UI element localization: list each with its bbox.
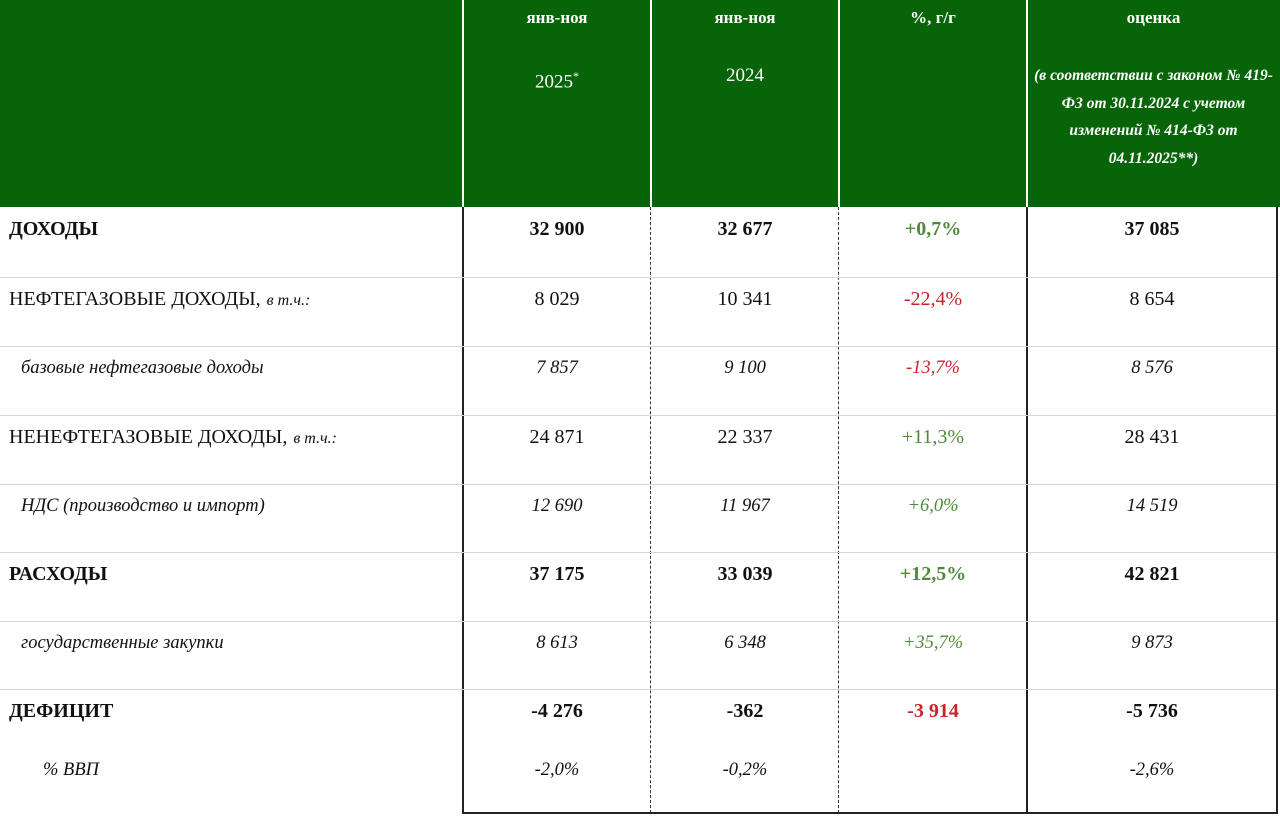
value-cell: 6 348 [724, 633, 766, 653]
change-cell: +35,7% [902, 633, 964, 653]
label-suffix: в т.ч.: [293, 430, 337, 447]
value-cell: 9 873 [1131, 633, 1173, 653]
row-divider [0, 484, 1276, 485]
footnote-mark: * [573, 69, 579, 83]
value-cell: 28 431 [1124, 426, 1180, 448]
change-cell: +11,3% [901, 426, 965, 448]
row-divider [0, 552, 1276, 553]
value-cell: 8 654 [1129, 288, 1175, 310]
label-text: базовые нефтегазовые доходы [21, 358, 264, 378]
label-text: ДЕФИЦИТ [9, 700, 114, 722]
value-cell: 14 519 [1126, 496, 1178, 516]
row-label: РАСХОДЫ [9, 561, 107, 587]
value-cell: 9 100 [724, 358, 766, 378]
column-header: янв-ноя [526, 8, 588, 27]
header-separator [650, 0, 652, 207]
column-header: %, г/г [910, 8, 956, 27]
bottom-border [462, 812, 1278, 814]
column-year: 2024 [726, 65, 764, 86]
column-border [1026, 207, 1028, 813]
value-cell: 8 613 [536, 633, 578, 653]
value-cell: 8 576 [1131, 358, 1173, 378]
change-cell: -3 914 [907, 700, 959, 722]
column-header: янв-ноя [714, 8, 776, 27]
value-cell: 10 341 [717, 288, 773, 310]
value-cell: 37 175 [529, 563, 585, 585]
label-text: НДС (производство и импорт) [21, 496, 265, 516]
row-label: государственные закупки [21, 630, 224, 656]
row-divider [0, 621, 1276, 622]
label-suffix: в т.ч.: [266, 292, 311, 309]
row-label: НЕФТЕГАЗОВЫЕ ДОХОДЫ, в т.ч.: [9, 286, 310, 314]
header-separator [838, 0, 840, 207]
column-border [1276, 207, 1278, 813]
value-cell: -2,0% [534, 760, 580, 780]
column-header: оценка [1126, 8, 1181, 27]
value-cell: 32 677 [717, 218, 773, 240]
value-cell: -362 [726, 700, 764, 722]
value-cell: 11 967 [720, 496, 770, 516]
label-text: государственные закупки [21, 633, 224, 653]
column-border [838, 207, 839, 813]
value-cell: -2,6% [1129, 760, 1175, 780]
header-band [0, 0, 1280, 207]
row-label: базовые нефтегазовые доходы [21, 355, 264, 381]
value-cell: 37 085 [1124, 218, 1180, 240]
label-text: ДОХОДЫ [9, 218, 99, 240]
value-cell: 22 337 [717, 426, 773, 448]
value-cell: -4 276 [531, 700, 583, 722]
row-divider [0, 277, 1276, 278]
row-divider [0, 689, 1276, 690]
value-cell: 7 857 [536, 358, 578, 378]
row-label: ДОХОДЫ [9, 216, 98, 242]
label-text: % ВВП [43, 760, 99, 780]
change-cell: +6,0% [907, 496, 959, 516]
value-cell: 12 690 [531, 496, 583, 516]
column-border [650, 207, 651, 813]
header-separator [462, 0, 464, 207]
row-divider [0, 346, 1276, 347]
label-text: НЕНЕФТЕГАЗОВЫЕ ДОХОДЫ, [9, 426, 288, 448]
row-label: НЕНЕФТЕГАЗОВЫЕ ДОХОДЫ, в т.ч.: [9, 424, 337, 452]
value-cell: -0,2% [722, 760, 768, 780]
value-cell: 32 900 [529, 218, 585, 240]
column-year: 2025* [463, 62, 651, 96]
column-border [462, 207, 464, 813]
year: 2025 [535, 71, 573, 93]
row-label: НДС (производство и импорт) [21, 493, 265, 519]
header-separator [1026, 0, 1028, 207]
row-label: ДЕФИЦИТ [9, 698, 113, 724]
label-text: РАСХОДЫ [9, 563, 108, 585]
value-cell: 8 029 [534, 288, 580, 310]
row-label: % ВВП [43, 757, 99, 783]
change-cell: +12,5% [899, 563, 967, 585]
value-cell: -5 736 [1126, 700, 1178, 722]
change-cell: +0,7% [904, 218, 962, 240]
column-note: (в соответствии с законом № 419-ФЗ от 30… [1034, 67, 1273, 167]
value-cell: 33 039 [717, 563, 773, 585]
change-cell: -22,4% [903, 288, 963, 310]
row-divider [0, 415, 1276, 416]
change-cell: -13,7% [906, 358, 960, 378]
value-cell: 42 821 [1124, 563, 1180, 585]
value-cell: 24 871 [529, 426, 585, 448]
label-text: НЕФТЕГАЗОВЫЕ ДОХОДЫ, [9, 288, 261, 310]
